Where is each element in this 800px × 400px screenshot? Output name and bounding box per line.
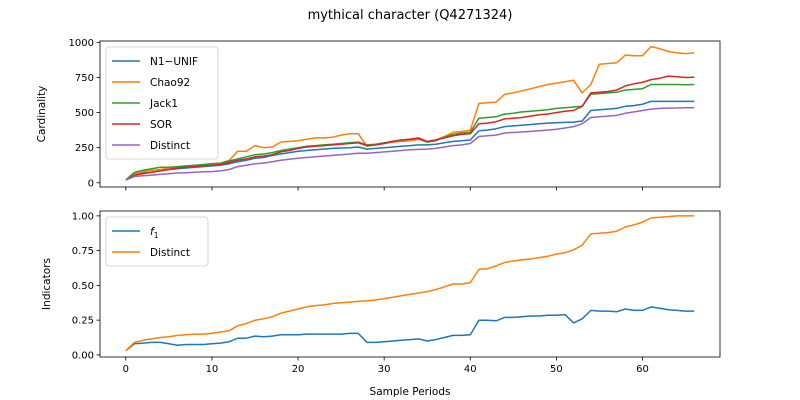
legend-label-jack1: Jack1 <box>149 98 178 110</box>
x-tick-label: 30 <box>378 364 391 375</box>
x-tick-label: 60 <box>636 364 649 375</box>
x-tick-label: 0 <box>123 364 129 375</box>
y-tick-label: 1.00 <box>72 211 94 222</box>
legend-box <box>105 46 219 160</box>
legend: N1−UNIF Chao92 Jack1 SOR Distinct <box>105 46 219 160</box>
chart-title: mythical character (Q4271324) <box>308 8 513 23</box>
legend-label-chao92: Chao92 <box>150 77 190 89</box>
legend-label-sor: SOR <box>150 119 172 131</box>
y-tick-label: 500 <box>75 108 94 119</box>
x-tick-label: 50 <box>550 364 563 375</box>
series-line-distinct <box>125 215 695 352</box>
legend-label-f1: f1 <box>150 226 159 240</box>
y-tick-label: 0 <box>88 178 94 189</box>
y-axis-label: Cardinality <box>36 86 48 143</box>
plot-frame <box>99 210 721 358</box>
x-tick-label: 20 <box>292 364 305 375</box>
y-tick-label: 0.50 <box>72 281 94 292</box>
y-tick-label: 750 <box>75 73 94 84</box>
indicators-panel: 0 10 20 30 40 50 60 0.00 0.25 0.50 0.75 1.00 Indicat… <box>41 210 721 398</box>
legend: f1 Distinct <box>105 216 209 267</box>
plot-frame <box>99 40 721 188</box>
y-tick-label: 0.00 <box>72 350 94 361</box>
cardinality-panel: 0 250 500 750 1000 Cardinality N1−UNIF Chao92 Ja… <box>36 38 721 191</box>
legend-box <box>105 216 209 267</box>
series-line-f1 <box>125 306 695 352</box>
y-axis-label: Indicators <box>41 258 53 310</box>
x-tick-label: 40 <box>464 364 477 375</box>
x-tick-label: 10 <box>206 364 219 375</box>
legend-label-distinct: Distinct <box>150 247 190 259</box>
series-line-distinct <box>125 106 695 181</box>
y-tick-label: 0.25 <box>72 316 94 327</box>
legend-label-n1-unif: N1−UNIF <box>150 56 198 68</box>
x-axis-label: Sample Periods <box>370 386 451 398</box>
y-tick-label: 0.75 <box>72 246 94 257</box>
y-tick-label: 1000 <box>69 38 94 49</box>
series-line-sor <box>125 75 695 181</box>
legend-label-distinct: Distinct <box>150 140 190 152</box>
y-tick-label: 250 <box>75 143 94 154</box>
